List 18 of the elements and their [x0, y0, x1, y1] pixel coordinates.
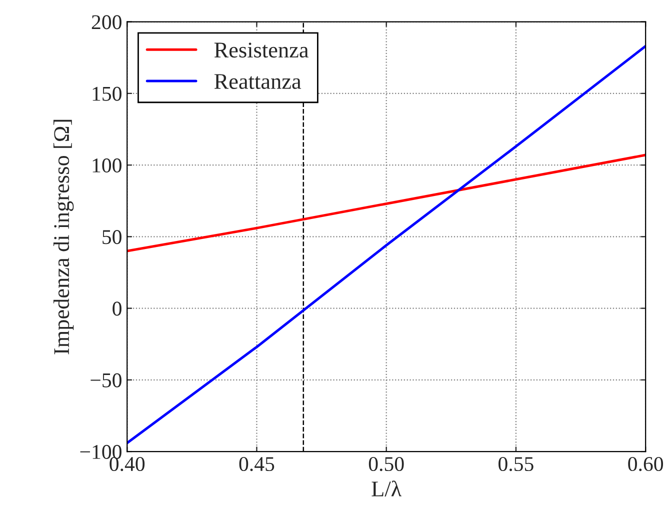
- x-tick-label: 0.40: [110, 456, 145, 472]
- y-tick-label: 100: [92, 158, 122, 172]
- y-tick-label: −100: [80, 444, 122, 459]
- legend-label: Resistenza: [214, 42, 309, 58]
- y-tick-label: 150: [92, 86, 122, 101]
- y-tick-label: 50: [102, 230, 122, 244]
- x-tick-label: 0.60: [628, 456, 664, 472]
- y-axis-title: Impedenza di ingresso [Ω]: [53, 120, 74, 354]
- legend-label: Reattanza: [214, 74, 302, 89]
- y-tick-label: −50: [90, 373, 122, 388]
- x-tick-label: 0.45: [239, 456, 274, 472]
- y-tick-label: 200: [92, 15, 122, 30]
- line-series: [127, 154, 646, 252]
- line-series: [127, 44, 646, 444]
- x-tick-label: 0.55: [498, 456, 534, 472]
- x-tick-label: 0.50: [368, 456, 404, 472]
- x-axis-title: L/λ: [372, 480, 402, 496]
- y-tick-label: 0: [112, 302, 122, 316]
